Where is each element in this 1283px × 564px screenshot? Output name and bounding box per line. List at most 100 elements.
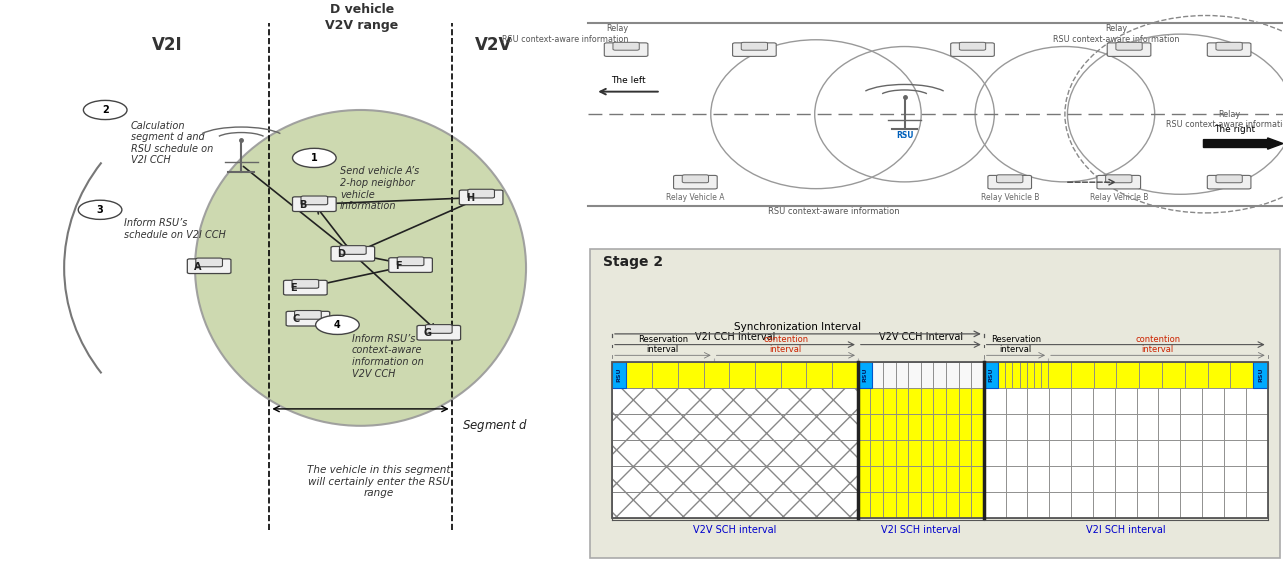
Bar: [971, 492, 984, 518]
Bar: [1093, 440, 1115, 466]
Text: RSU: RSU: [896, 131, 913, 140]
Bar: [870, 466, 883, 492]
Text: RSU: RSU: [617, 368, 622, 382]
Bar: [1093, 388, 1115, 414]
Bar: [677, 362, 703, 388]
Text: Relay Vehicle A: Relay Vehicle A: [666, 193, 725, 202]
Text: Inform RSU’s
schedule on V2I CCH: Inform RSU’s schedule on V2I CCH: [124, 218, 226, 240]
Circle shape: [83, 100, 127, 120]
Bar: [908, 440, 921, 466]
Ellipse shape: [195, 110, 526, 426]
Bar: [958, 362, 971, 388]
Bar: [858, 362, 872, 388]
Bar: [971, 388, 984, 414]
FancyBboxPatch shape: [284, 280, 327, 295]
Bar: [933, 362, 946, 388]
Bar: [896, 440, 908, 466]
Bar: [1115, 466, 1137, 492]
Text: 3: 3: [96, 205, 104, 215]
Bar: [1224, 388, 1246, 414]
Bar: [958, 414, 971, 440]
Bar: [858, 466, 870, 492]
FancyBboxPatch shape: [742, 42, 767, 50]
Text: 2: 2: [101, 105, 109, 115]
Bar: [1041, 362, 1048, 388]
Bar: [1137, 440, 1159, 466]
Text: Reservation
interval: Reservation interval: [638, 336, 688, 354]
Bar: [1071, 492, 1093, 518]
Text: V2I SCH interval: V2I SCH interval: [881, 525, 961, 535]
Bar: [626, 362, 652, 388]
Text: B: B: [299, 200, 307, 210]
Bar: [858, 362, 870, 388]
Text: Relay
RSU context-aware information: Relay RSU context-aware information: [503, 24, 629, 43]
FancyBboxPatch shape: [613, 42, 639, 50]
FancyBboxPatch shape: [674, 175, 717, 189]
Bar: [1071, 414, 1093, 440]
Text: A: A: [194, 262, 201, 272]
Bar: [883, 414, 896, 440]
Bar: [652, 362, 677, 388]
Bar: [896, 466, 908, 492]
Text: 1: 1: [310, 153, 318, 163]
Bar: [858, 388, 870, 414]
Bar: [984, 388, 1006, 414]
FancyBboxPatch shape: [417, 325, 461, 340]
Bar: [1115, 440, 1137, 466]
FancyBboxPatch shape: [468, 190, 494, 198]
Text: V2I: V2I: [151, 36, 182, 54]
Bar: [1159, 492, 1180, 518]
FancyBboxPatch shape: [187, 259, 231, 274]
FancyBboxPatch shape: [1216, 175, 1242, 183]
Bar: [1137, 388, 1159, 414]
Text: contention
interval: contention interval: [763, 336, 808, 354]
Bar: [883, 466, 896, 492]
Bar: [780, 362, 807, 388]
Bar: [1026, 362, 1034, 388]
Bar: [933, 414, 946, 440]
Bar: [1049, 440, 1071, 466]
Text: Relay Vehicle B: Relay Vehicle B: [980, 193, 1039, 202]
FancyBboxPatch shape: [302, 196, 327, 205]
Bar: [612, 362, 1268, 518]
Bar: [933, 388, 946, 414]
Bar: [1093, 466, 1115, 492]
Bar: [946, 440, 958, 466]
FancyBboxPatch shape: [960, 42, 985, 50]
Bar: [921, 466, 933, 492]
Bar: [612, 492, 858, 518]
FancyBboxPatch shape: [997, 175, 1023, 183]
Bar: [971, 414, 984, 440]
Bar: [998, 362, 1006, 388]
Bar: [703, 362, 729, 388]
Bar: [729, 362, 754, 388]
Bar: [612, 362, 626, 388]
FancyBboxPatch shape: [604, 43, 648, 56]
Bar: [754, 362, 780, 388]
Text: F: F: [395, 261, 402, 271]
Bar: [984, 414, 1006, 440]
Text: D: D: [337, 249, 345, 259]
Bar: [1246, 440, 1268, 466]
Bar: [1230, 362, 1253, 388]
Bar: [984, 466, 1006, 492]
FancyBboxPatch shape: [1106, 175, 1132, 183]
Bar: [1202, 388, 1224, 414]
Bar: [858, 492, 870, 518]
Text: C: C: [293, 314, 300, 324]
Bar: [1180, 492, 1202, 518]
Bar: [883, 388, 896, 414]
Bar: [921, 388, 933, 414]
Bar: [1006, 492, 1028, 518]
Bar: [1006, 466, 1028, 492]
Bar: [984, 492, 1006, 518]
FancyBboxPatch shape: [295, 311, 321, 319]
Text: Stage 2: Stage 2: [603, 255, 663, 269]
Text: RSU: RSU: [988, 368, 993, 382]
Bar: [1028, 388, 1049, 414]
Text: 4: 4: [334, 320, 341, 330]
Bar: [1034, 362, 1041, 388]
Text: Relay Vehicle B: Relay Vehicle B: [1089, 193, 1148, 202]
Bar: [1207, 362, 1230, 388]
Bar: [1224, 440, 1246, 466]
